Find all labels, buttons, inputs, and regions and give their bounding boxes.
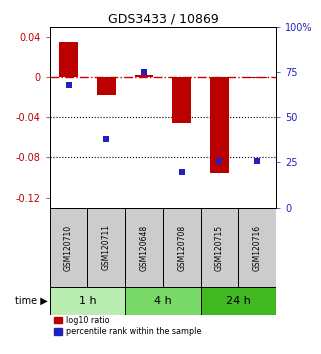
Bar <box>238 208 276 287</box>
Text: GSM120715: GSM120715 <box>215 224 224 270</box>
Text: 4 h: 4 h <box>154 296 172 306</box>
Bar <box>50 208 87 287</box>
Bar <box>248 77 267 78</box>
Text: GSM120708: GSM120708 <box>177 224 186 270</box>
Bar <box>201 287 276 315</box>
Bar <box>97 77 116 95</box>
Text: GSM120648: GSM120648 <box>140 224 149 270</box>
Bar <box>59 42 78 77</box>
Bar <box>172 77 191 123</box>
Bar <box>210 77 229 172</box>
Legend: log10 ratio, percentile rank within the sample: log10 ratio, percentile rank within the … <box>54 316 201 336</box>
Bar <box>134 75 153 77</box>
Bar <box>50 287 125 315</box>
Bar <box>125 208 163 287</box>
Text: GSM120711: GSM120711 <box>102 224 111 270</box>
Text: time ▶: time ▶ <box>15 296 48 306</box>
Text: GSM120710: GSM120710 <box>64 224 73 270</box>
Title: GDS3433 / 10869: GDS3433 / 10869 <box>108 12 218 25</box>
Bar <box>163 208 201 287</box>
Bar <box>201 208 238 287</box>
Bar <box>125 287 201 315</box>
Text: 24 h: 24 h <box>226 296 251 306</box>
Bar <box>87 208 125 287</box>
Text: 1 h: 1 h <box>79 296 96 306</box>
Text: GSM120716: GSM120716 <box>253 224 262 270</box>
